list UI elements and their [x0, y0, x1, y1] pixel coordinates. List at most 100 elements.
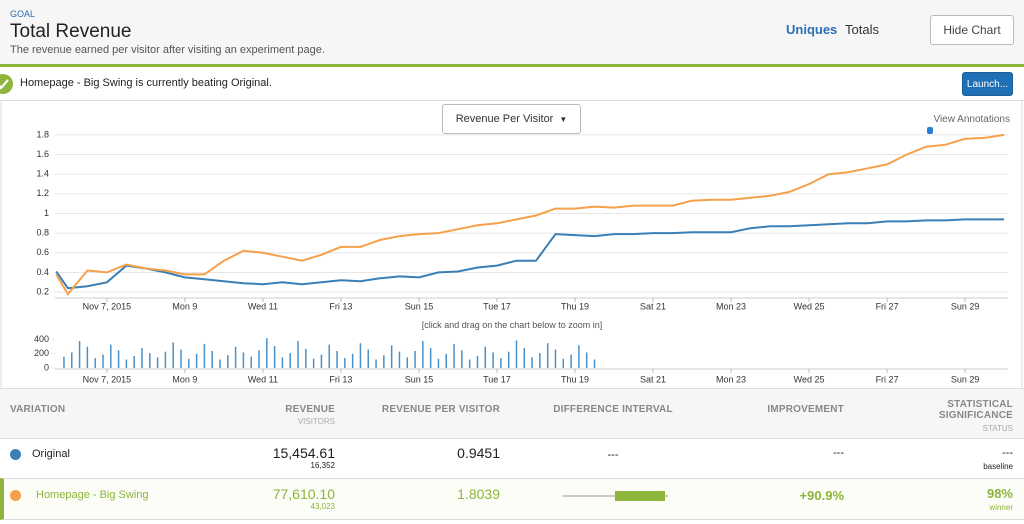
x-tick-label: Fri 13 — [329, 374, 352, 384]
bar — [406, 357, 409, 368]
column-header: REVENUE PER VISITOR — [381, 404, 500, 415]
y-tick-label: 1.6 — [36, 149, 49, 159]
hide-chart-button[interactable]: Hide Chart — [930, 15, 1014, 45]
metric-dropdown[interactable]: Revenue Per Visitor ▼ — [442, 104, 581, 134]
bar — [211, 351, 213, 368]
x-tick-label: Mon 9 — [172, 374, 197, 384]
bar — [523, 348, 526, 368]
x-tick-label: Wed 11 — [248, 301, 278, 311]
bar — [367, 349, 369, 368]
goal-label: GOAL — [10, 9, 36, 19]
tab[interactable]: Uniques — [786, 22, 838, 37]
bar — [203, 343, 206, 368]
bar — [250, 356, 252, 368]
column-header: STATISTICAL SIGNIFICANCE — [938, 399, 1013, 421]
x-tick-label: Sun 29 — [951, 301, 980, 311]
bar — [390, 345, 393, 368]
bar — [312, 358, 315, 368]
bar — [515, 340, 518, 368]
bar — [156, 357, 159, 368]
bar — [149, 353, 151, 368]
alert-message: Homepage - Big Swing is currently beatin… — [20, 77, 272, 89]
bar — [219, 359, 221, 368]
bar — [180, 349, 182, 368]
bar — [94, 358, 96, 368]
bar — [242, 352, 245, 368]
x-tick-label: Wed 25 — [794, 374, 825, 384]
y-tick-label: 1 — [44, 208, 49, 218]
winner-row — [0, 478, 1024, 520]
bar — [546, 343, 549, 368]
bar — [289, 353, 291, 368]
bar — [570, 354, 572, 368]
bar — [281, 357, 284, 368]
revenue-per-visitor: 1.8039 — [457, 486, 500, 502]
bar — [336, 351, 338, 368]
header: GOAL Total Revenue The revenue earned pe… — [0, 0, 1024, 67]
metric-label: Revenue Per Visitor — [455, 113, 554, 125]
x-tick-label: Thu 19 — [561, 301, 589, 311]
column-header: IMPROVEMENT — [767, 404, 844, 415]
table-header — [0, 388, 1024, 439]
x-tick-label: Mon 9 — [172, 301, 197, 311]
bar — [476, 355, 479, 368]
bar — [110, 344, 112, 368]
bar — [164, 351, 167, 368]
bar — [398, 351, 401, 368]
column-header: REVENUE — [285, 404, 335, 415]
zoom-hint: [click and drag on the chart below to zo… — [421, 320, 603, 330]
bar — [266, 338, 268, 368]
bar — [554, 349, 557, 368]
variation-dot — [10, 490, 21, 501]
view-annotations[interactable]: View Annotations — [933, 114, 1010, 125]
revenue: 77,610.10 — [272, 486, 335, 502]
bar — [461, 350, 463, 368]
bar — [125, 359, 128, 368]
bar — [141, 348, 143, 368]
check-icon — [0, 74, 13, 94]
bar — [320, 354, 323, 368]
x-tick-label: Fri 27 — [876, 301, 899, 311]
revenue: 15,454.61 — [272, 445, 335, 461]
annotation-icon — [927, 127, 933, 134]
bar — [102, 354, 104, 368]
bar — [375, 359, 377, 368]
column-header: VARIATION — [10, 404, 66, 415]
bar — [344, 358, 346, 368]
revenue-per-visitor: 0.9451 — [457, 445, 500, 461]
bar — [429, 348, 432, 368]
tab[interactable]: Totals — [845, 22, 879, 37]
bar — [531, 357, 533, 368]
bar — [117, 350, 120, 368]
bar — [453, 343, 455, 368]
launch-button[interactable]: Launch... — [962, 72, 1013, 96]
caret: ▼ — [559, 114, 568, 124]
x-tick-label: Nov 7, 2015 — [83, 374, 132, 384]
x-tick-label: Sun 15 — [405, 301, 434, 311]
bar — [63, 356, 65, 368]
bar — [328, 344, 330, 368]
improvement: --- — [833, 447, 844, 459]
y-tick-label: 200 — [34, 348, 49, 358]
x-tick-label: Sun 15 — [405, 374, 434, 384]
line-series — [55, 133, 1005, 296]
bar — [445, 353, 448, 368]
bar — [258, 350, 260, 368]
bar — [414, 351, 416, 368]
bar — [484, 346, 487, 368]
improvement: +90.9% — [799, 488, 844, 503]
x-tick-label: Fri 13 — [329, 301, 352, 311]
y-tick-label: 0.4 — [36, 267, 49, 277]
significance: 98% — [986, 486, 1013, 501]
x-tick-label: Thu 19 — [561, 374, 589, 384]
bar — [492, 352, 494, 368]
line-series — [55, 218, 1005, 290]
x-tick-label: Wed 11 — [248, 374, 278, 384]
bar — [593, 359, 596, 368]
bar — [351, 353, 354, 368]
bar — [133, 355, 135, 368]
bar — [585, 352, 588, 368]
column-header: DIFFERENCE INTERVAL — [553, 404, 673, 415]
bar — [188, 358, 190, 368]
variation-name: Homepage - Big Swing — [36, 489, 149, 501]
